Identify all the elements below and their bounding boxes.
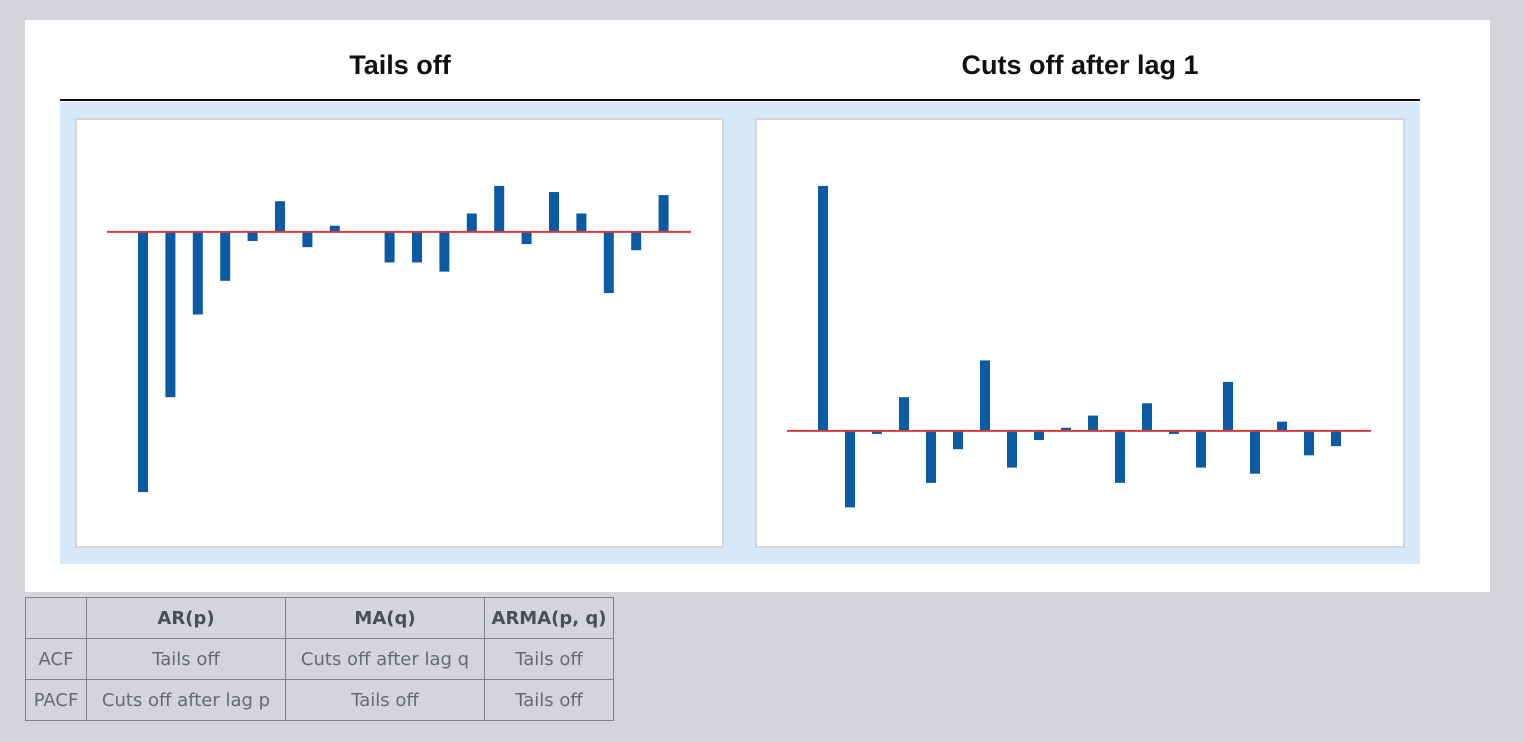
- table-cell: Cuts off after lag p: [86, 679, 286, 721]
- chart-bar: [412, 231, 422, 263]
- chart-bar: [439, 231, 450, 272]
- chart-bar: [1250, 430, 1260, 474]
- chart-bar: [384, 231, 395, 263]
- chart-title-left: Tails off: [349, 50, 451, 80]
- table-row-label: PACF: [25, 679, 87, 721]
- model-identification-table: AR(p) MA(q) ARMA(p, q) ACF Tails off Cut…: [25, 597, 614, 721]
- chart-bar: [1007, 430, 1017, 468]
- table-header-cell: [25, 597, 87, 639]
- chart-bar: [1304, 430, 1314, 456]
- table-cell: Tails off: [285, 679, 485, 721]
- chart-bar: [275, 201, 285, 232]
- chart-bar: [1331, 430, 1341, 447]
- chart-bar: [899, 397, 909, 431]
- table-header-cell: MA(q): [285, 597, 485, 639]
- pacf-chart-svg: [787, 185, 1371, 508]
- chart-bar: [603, 231, 614, 294]
- chart-bar: [926, 430, 936, 483]
- table-header-row: AR(p) MA(q) ARMA(p, q): [25, 597, 614, 639]
- chart-bar: [576, 213, 587, 232]
- chart-bar: [521, 231, 532, 245]
- chart-bar: [658, 195, 669, 232]
- chart-bar: [138, 231, 148, 493]
- chart-bar: [1142, 403, 1152, 431]
- chart-bar: [494, 185, 505, 232]
- table-header-cell: AR(p): [86, 597, 286, 639]
- chart-bar: [220, 231, 231, 281]
- chart-bar: [165, 231, 176, 398]
- chart-bar: [1034, 430, 1044, 441]
- chart-bar: [302, 231, 313, 248]
- chart-bar: [631, 231, 642, 251]
- chart-bar: [329, 225, 340, 232]
- chart-bar: [872, 430, 882, 434]
- chart-bar: [1115, 430, 1125, 483]
- chart-bar: [1088, 415, 1098, 431]
- chart-bar: [1277, 421, 1287, 431]
- pacf-chart-panel: [755, 118, 1405, 548]
- table-row: ACF Tails off Cuts off after lag q Tails…: [25, 638, 614, 680]
- chart-bar: [247, 231, 258, 242]
- table-header-cell: ARMA(p, q): [484, 597, 614, 639]
- chart-bar: [953, 430, 963, 450]
- chart-bar: [1061, 427, 1071, 431]
- table-cell: Tails off: [484, 679, 614, 721]
- chart-bar: [192, 231, 203, 315]
- chart-bar: [466, 213, 477, 232]
- table-cell: Tails off: [484, 638, 614, 680]
- chart-bar: [980, 360, 990, 431]
- chart-bar: [818, 185, 828, 431]
- title-divider-rule: [60, 99, 1420, 101]
- table-cell: Tails off: [86, 638, 286, 680]
- chart-bar: [845, 430, 855, 508]
- table-row-label: ACF: [25, 638, 87, 680]
- chart-title-right: Cuts off after lag 1: [961, 50, 1199, 80]
- acf-chart-panel: [75, 118, 724, 548]
- table-cell: Cuts off after lag q: [285, 638, 485, 680]
- acf-chart-svg: [107, 185, 691, 493]
- chart-bar: [1223, 381, 1233, 431]
- chart-bar: [1196, 430, 1206, 468]
- table-row: PACF Cuts off after lag p Tails off Tail…: [25, 679, 614, 721]
- chart-bar: [549, 192, 559, 232]
- chart-bar: [1169, 430, 1179, 434]
